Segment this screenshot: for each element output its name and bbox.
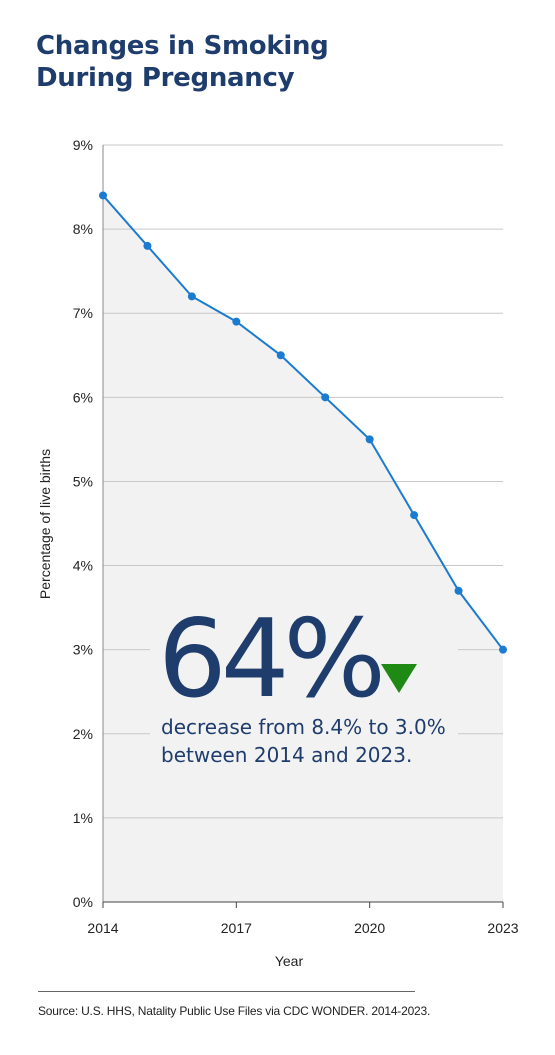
area-fill (103, 195, 503, 902)
data-point-2022 (454, 586, 463, 595)
y-tick-label-2: 2% (73, 726, 93, 742)
y-tick-label-1: 1% (73, 810, 93, 826)
y-tick-label-5: 5% (73, 473, 93, 489)
series-line (102, 194, 504, 651)
x-tick-labels: 2014 2017 2020 2023 (87, 902, 519, 936)
axes (102, 145, 503, 903)
data-point-2021 (410, 511, 419, 520)
y-tick-label-3: 3% (73, 642, 93, 658)
series-line-layer (102, 194, 504, 651)
data-points (99, 191, 507, 654)
callout-backdrop (150, 602, 458, 774)
data-point-2014 (99, 191, 107, 200)
data-point-2020 (365, 435, 374, 444)
data-point-2015 (143, 241, 152, 250)
y-tick-label-4: 4% (73, 558, 93, 574)
data-point-2023 (499, 645, 507, 654)
x-tick-label-2020: 2020 (354, 920, 385, 936)
callout-value: 64% (158, 597, 380, 722)
source-note: Source: U.S. HHS, Natality Public Use Fi… (38, 1004, 431, 1018)
y-tick-label-9: 9% (73, 137, 93, 153)
y-tick-label-8: 8% (73, 221, 93, 237)
chart-title-line-2: During Pregnancy (36, 63, 295, 93)
chart-title-line-1: Changes in Smoking (36, 31, 329, 61)
chart-title: Changes in Smoking During Pregnancy (36, 30, 329, 94)
area-layer (103, 195, 503, 902)
y-tick-label-7: 7% (73, 305, 93, 321)
source-divider (38, 991, 415, 992)
data-point-2019 (321, 393, 330, 402)
data-point-2017 (232, 317, 241, 326)
data-point-2016 (187, 292, 196, 301)
x-tick-label-2023: 2023 (487, 920, 518, 936)
y-tick-label-6: 6% (73, 389, 93, 405)
y-tick-label-0: 0% (73, 894, 93, 910)
down-arrow-icon (381, 664, 417, 693)
callout-line-2: between 2014 and 2023. (161, 743, 412, 767)
x-tick-label-2014: 2014 (87, 920, 118, 936)
x-tick-label-2017: 2017 (221, 920, 252, 936)
callout-line-1: decrease from 8.4% to 3.0% (161, 715, 446, 739)
data-point-2018 (276, 351, 285, 360)
y-tick-labels: 0% 1% 2% 3% 4% 5% 6% 7% 8% 9% (73, 137, 93, 910)
callout: 64% decrease from 8.4% to 3.0% between 2… (150, 597, 458, 774)
x-axis-title: Year (275, 953, 304, 969)
y-axis-title: Percentage of live births (37, 449, 53, 599)
